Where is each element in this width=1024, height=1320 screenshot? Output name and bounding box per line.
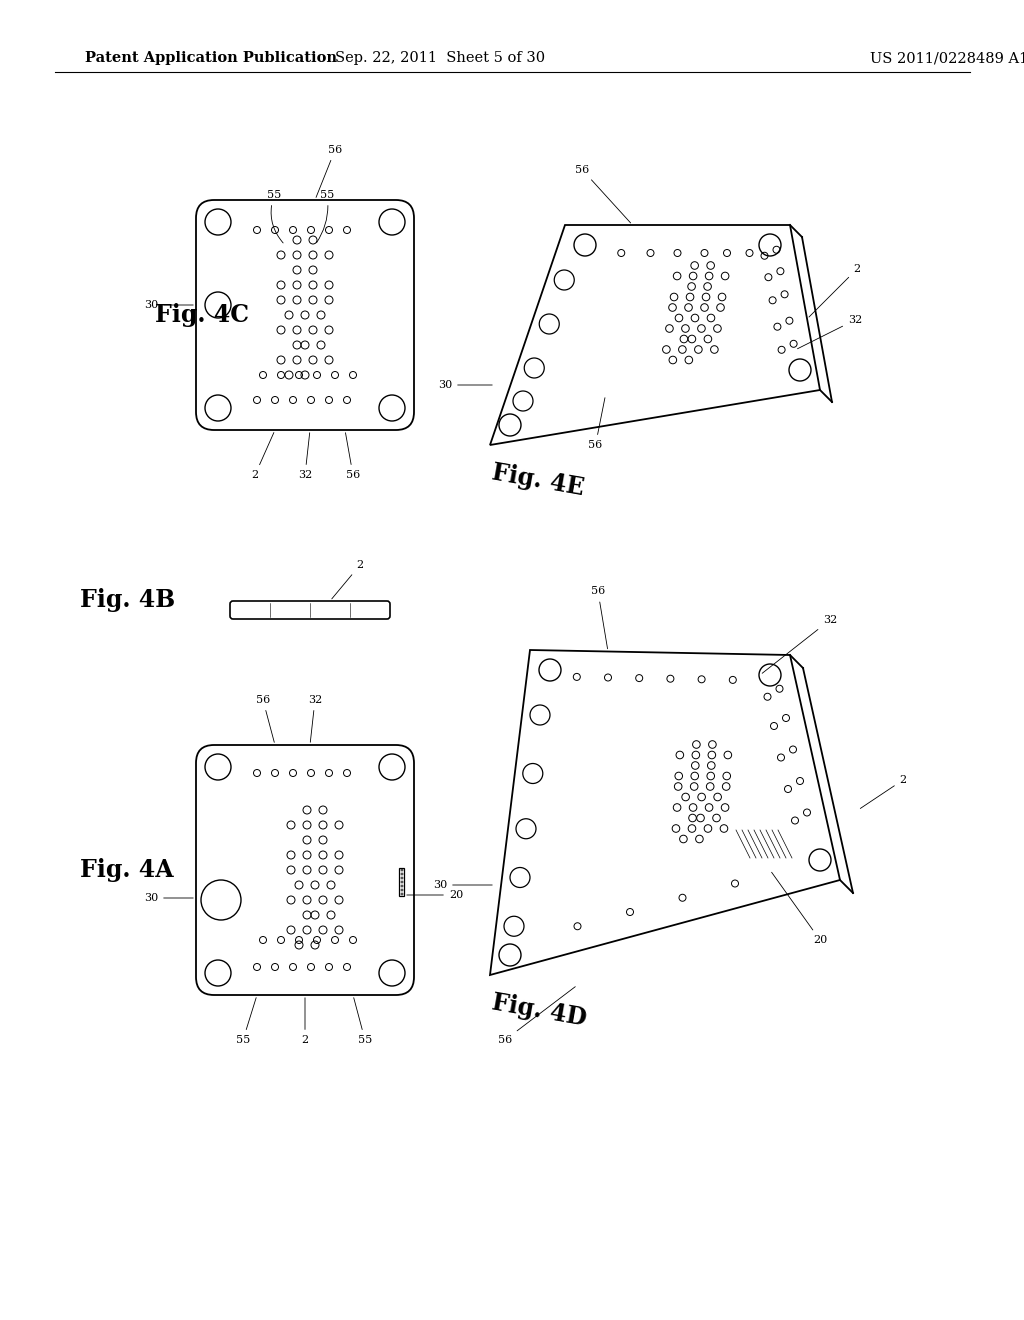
Text: 56: 56 xyxy=(575,165,631,223)
Text: Sep. 22, 2011  Sheet 5 of 30: Sep. 22, 2011 Sheet 5 of 30 xyxy=(335,51,545,65)
Text: US 2011/0228489 A1: US 2011/0228489 A1 xyxy=(870,51,1024,65)
Text: 30: 30 xyxy=(144,300,194,310)
Text: Fig. 4E: Fig. 4E xyxy=(490,461,586,500)
Text: 2: 2 xyxy=(252,433,273,480)
Text: 55: 55 xyxy=(316,190,334,243)
Text: 30: 30 xyxy=(144,894,194,903)
Text: 56: 56 xyxy=(498,986,575,1045)
Text: Patent Application Publication: Patent Application Publication xyxy=(85,51,337,65)
Text: 2: 2 xyxy=(860,775,906,808)
Text: 56: 56 xyxy=(589,397,605,450)
Text: 32: 32 xyxy=(298,433,312,480)
Text: 56: 56 xyxy=(591,586,607,648)
Text: 32: 32 xyxy=(308,696,323,742)
Bar xyxy=(399,869,404,896)
Text: 2: 2 xyxy=(809,264,860,317)
Text: 56: 56 xyxy=(345,433,360,480)
Text: 55: 55 xyxy=(353,998,372,1045)
Text: 55: 55 xyxy=(267,190,284,243)
Text: 30: 30 xyxy=(433,880,493,890)
Text: 56: 56 xyxy=(256,696,274,742)
Text: 2: 2 xyxy=(301,998,308,1045)
Text: Fig. 4D: Fig. 4D xyxy=(490,990,589,1030)
Text: Fig. 4C: Fig. 4C xyxy=(155,304,249,327)
Text: 20: 20 xyxy=(772,873,827,945)
Text: 2: 2 xyxy=(332,560,364,599)
Text: Fig. 4A: Fig. 4A xyxy=(80,858,174,882)
Text: 55: 55 xyxy=(236,998,256,1045)
Text: 30: 30 xyxy=(438,380,493,389)
Text: 20: 20 xyxy=(407,890,463,900)
Text: 56: 56 xyxy=(316,145,342,198)
Text: 32: 32 xyxy=(798,315,862,348)
Text: Fig. 4B: Fig. 4B xyxy=(80,587,175,612)
Text: 32: 32 xyxy=(762,615,838,673)
